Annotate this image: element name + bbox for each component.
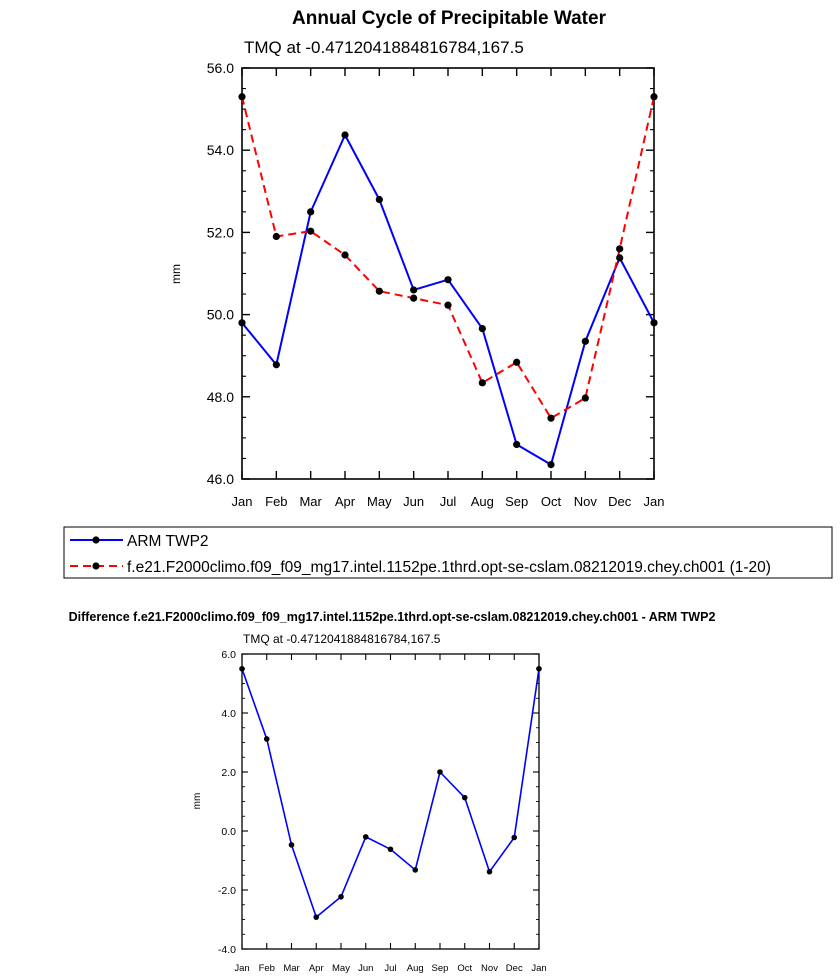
top-series-1-point [616,245,624,253]
top-xtick-label: Jan [232,494,253,509]
bottom-series-group [239,665,542,920]
bottom-xtick-label: Sep [432,963,449,974]
top-series-0-point [513,440,521,449]
bottom-axes: -4.0 -2.0 0.0 2.0 4.0 6.0 Jan Feb Mar Apr May Jun Ju… [218,649,547,974]
top-series-1-point [581,394,589,402]
bottom-series-0-point [338,893,344,900]
bottom-ytick-label: 2.0 [221,767,236,779]
bottom-series-0-point [461,794,468,801]
top-series-1-point [410,294,418,302]
top-xtick-label: Jun [403,494,424,509]
top-series-1-point [650,93,658,101]
top-series-0-point [307,208,315,216]
legend-label-model: f.e21.F2000climo.f09_f09_mg17.intel.1152… [127,559,771,576]
top-series-1-point [238,93,246,101]
bottom-series-0-point [362,834,369,840]
top-ytick-label: 56.0 [207,60,234,76]
bottom-series-0-point [536,665,542,672]
top-ytick-label: 46.0 [207,471,234,487]
top-chart-title: Annual Cycle of Precipitable Water [292,8,607,29]
top-series-1-point [478,379,486,387]
legend-box [63,526,833,579]
top-chart-ylabel: mm [169,264,183,284]
top-xtick-label: Nov [574,494,598,509]
bottom-xtick-label: Jan [234,963,249,974]
bottom-series-0-point [437,769,443,775]
top-xtick-label: Apr [335,494,356,509]
top-chart-subtitle: TMQ at -0.4712041884816784,167.5 [244,38,524,57]
legend-label-arm: ARM TWP2 [127,533,209,550]
top-xtick-label: Aug [471,494,494,509]
top-series-group [238,93,658,469]
top-xtick-label: May [367,494,392,509]
top-ytick-label: 50.0 [207,307,234,323]
bottom-ytick-label: 4.0 [221,708,236,720]
bottom-ytick-label: -2.0 [218,885,236,897]
bottom-xtick-label: May [332,963,350,974]
bottom-series-0-point [412,867,419,873]
top-xtick-label: Sep [505,494,528,509]
top-ytick-label: 52.0 [207,224,234,240]
top-series-1-point [375,287,383,295]
top-series-1-point [307,227,315,235]
top-series-1-point [547,414,555,422]
top-series-0-point [581,337,589,345]
bottom-ytick-label: 6.0 [221,649,236,661]
top-xtick-label: Mar [299,494,322,509]
top-xtick-label: Feb [265,494,287,509]
bottom-series-0-point [313,914,320,920]
top-series-0-point [375,195,383,204]
top-series-1-point [513,358,521,366]
top-series-0-point [341,131,349,139]
top-series-0-point [547,461,555,469]
bottom-series-0-point [288,842,295,848]
bottom-xtick-label: Jan [531,963,546,974]
bottom-xtick-label: Oct [457,963,472,974]
bottom-series-0-point [486,868,493,875]
bottom-xtick-label: Mar [283,963,299,974]
top-series-0-point [444,276,452,284]
top-series-1-point [444,301,452,309]
top-series-line-1 [241,96,655,420]
bottom-xtick-label: Aug [407,963,424,974]
bottom-series-0-point [263,736,270,742]
top-xtick-label: Jul [440,494,457,509]
top-series-1-point [341,251,349,259]
top-series-0-point [410,286,418,294]
bottom-plot-frame [241,653,540,950]
bottom-xtick-label: Feb [259,963,275,974]
bottom-xtick-label: Apr [309,963,324,974]
top-series-line-0 [241,133,655,466]
top-ytick-label: 48.0 [207,389,234,405]
bottom-series-0-point [387,846,394,853]
legend-marker-model [92,562,100,570]
top-series-0-point [616,254,624,262]
bottom-xtick-label: Jun [358,963,373,974]
top-plot-frame [241,67,655,480]
bottom-chart-title: Difference f.e21.F2000climo.f09_f09_mg17… [69,610,716,624]
bottom-xtick-label: Dec [506,963,523,974]
legend-marker-arm [92,536,100,544]
top-series-1-point [272,232,280,241]
bottom-xtick-label: Nov [481,963,498,974]
bottom-chart-subtitle: TMQ at -0.4712041884816784,167.5 [243,632,441,646]
top-axes: 46.0 48.0 50.0 52.0 54.0 56.0 Jan Feb Mar Apr May J… [207,60,665,509]
top-xtick-label: Jan [644,494,665,509]
top-series-0-point [272,361,280,369]
bottom-ytick-label: -4.0 [218,944,236,956]
bottom-ytick-label: 0.0 [221,826,236,838]
bottom-series-0-point [511,834,518,841]
top-xtick-label: Oct [541,494,562,509]
bottom-series-line-0 [241,668,540,918]
bottom-xtick-label: Jul [384,963,396,974]
top-series-0-point [650,319,658,327]
top-ytick-label: 54.0 [207,142,234,158]
top-series-0-point [478,324,486,333]
bottom-chart-ylabel: mm [192,793,203,810]
bottom-series-0-point [239,665,245,672]
top-xtick-label: Dec [608,494,632,509]
top-series-0-point [238,319,246,327]
